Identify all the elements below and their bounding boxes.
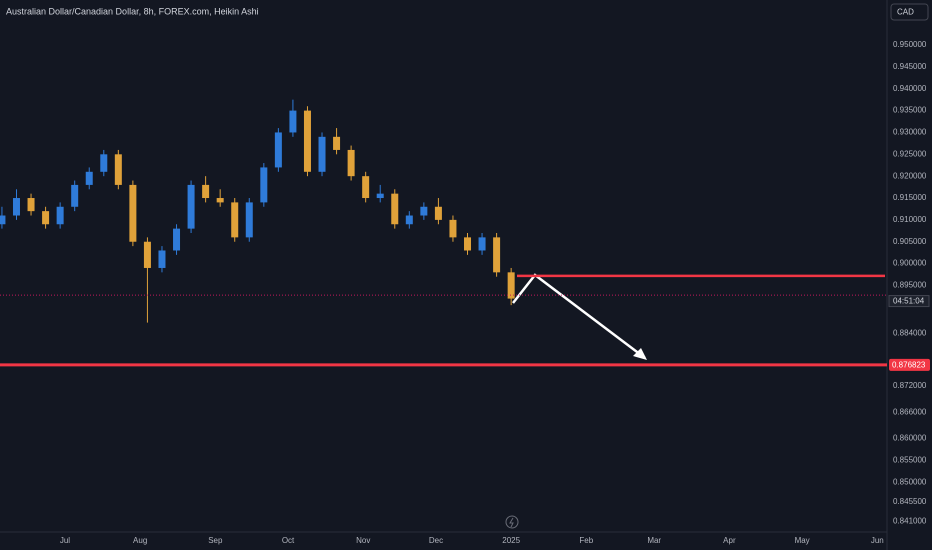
x-tick-label: Feb xyxy=(579,536,593,545)
candle-body xyxy=(42,211,50,225)
candle-body xyxy=(478,237,486,251)
y-tick-label: 0.860000 xyxy=(893,434,927,443)
candle-body xyxy=(231,202,239,238)
y-tick-label: 0.935000 xyxy=(893,106,927,115)
y-tick-label: 0.915000 xyxy=(893,193,927,202)
chart-title: Australian Dollar/Canadian Dollar, 8h, F… xyxy=(6,6,259,16)
candle-body xyxy=(143,241,151,268)
x-tick-label: Jul xyxy=(60,536,70,545)
candle-body xyxy=(493,237,501,273)
candle-body xyxy=(245,202,253,238)
x-tick-label: May xyxy=(795,536,810,545)
x-tick-label: Dec xyxy=(429,536,443,545)
candle-body xyxy=(216,198,224,203)
countdown: 04:51:04 xyxy=(893,297,925,306)
x-tick-label: 2025 xyxy=(502,536,520,545)
y-tick-label: 0.900000 xyxy=(893,259,927,268)
candle-body xyxy=(27,198,35,212)
x-tick-label: Sep xyxy=(208,536,223,545)
x-tick-label: Nov xyxy=(356,536,370,545)
currency-box[interactable] xyxy=(890,3,929,21)
candle-body xyxy=(347,149,355,177)
y-tick-label: 0.884000 xyxy=(893,329,927,338)
candle-body xyxy=(71,184,79,207)
y-tick-label: 0.930000 xyxy=(893,128,927,137)
x-tick-label: Mar xyxy=(647,536,661,545)
y-tick-label: 0.940000 xyxy=(893,84,927,93)
countdown-box xyxy=(888,295,930,308)
candle-body xyxy=(507,272,515,299)
x-tick-label: Jun xyxy=(871,536,884,545)
y-tick-label: 0.895000 xyxy=(893,281,927,290)
candle-body xyxy=(391,193,399,225)
y-tick-label: 0.910000 xyxy=(893,215,927,224)
x-tick-label: Aug xyxy=(133,536,147,545)
candle-body xyxy=(100,154,108,172)
candle-body xyxy=(114,154,122,185)
y-tick-label: 0.905000 xyxy=(893,237,927,246)
plot xyxy=(0,99,515,323)
candle-body xyxy=(12,198,20,216)
y-tick-label: 0.866000 xyxy=(893,407,927,416)
candle-body xyxy=(85,171,93,185)
arrow-head xyxy=(633,348,647,360)
candle-body xyxy=(158,250,166,268)
candle-body xyxy=(376,193,384,199)
candle-body xyxy=(464,237,472,251)
candle-body xyxy=(405,215,413,225)
y-tick-label: 0.945000 xyxy=(893,62,927,71)
candle-body xyxy=(187,184,195,229)
candle-body xyxy=(274,132,282,168)
y-tick-label: 0.872000 xyxy=(893,381,927,390)
candle-body xyxy=(0,215,6,225)
y-tick-label: 0.855000 xyxy=(893,455,927,464)
target-label-box xyxy=(889,358,930,371)
candle-body xyxy=(434,206,442,220)
candle-body xyxy=(289,110,297,133)
target-label: 0.876823 xyxy=(892,361,926,370)
y-tick-label: 0.925000 xyxy=(893,149,927,158)
candle-body xyxy=(449,219,457,238)
y-tick-label: 0.850000 xyxy=(893,477,927,486)
y-tick-label: 0.950000 xyxy=(893,40,927,49)
candle-body xyxy=(202,184,210,199)
candle-body xyxy=(260,167,268,203)
candle-body xyxy=(129,184,137,242)
replay-bolt xyxy=(509,517,514,528)
candle-body xyxy=(362,176,370,199)
replay-icon[interactable] xyxy=(505,515,519,529)
y-tick-label: 0.845500 xyxy=(893,497,927,506)
x-tick-label: Oct xyxy=(282,536,295,545)
candle-body xyxy=(420,206,428,216)
y-tick-label: 0.841000 xyxy=(893,517,927,526)
currency[interactable]: CAD xyxy=(897,8,914,17)
candle-body xyxy=(303,110,311,172)
candle-body xyxy=(56,206,64,225)
candle-body xyxy=(318,136,326,172)
x-tick-label: Apr xyxy=(723,536,736,545)
candle-body xyxy=(333,136,341,150)
y-tick-label: 0.920000 xyxy=(893,171,927,180)
candle-body xyxy=(173,228,181,251)
